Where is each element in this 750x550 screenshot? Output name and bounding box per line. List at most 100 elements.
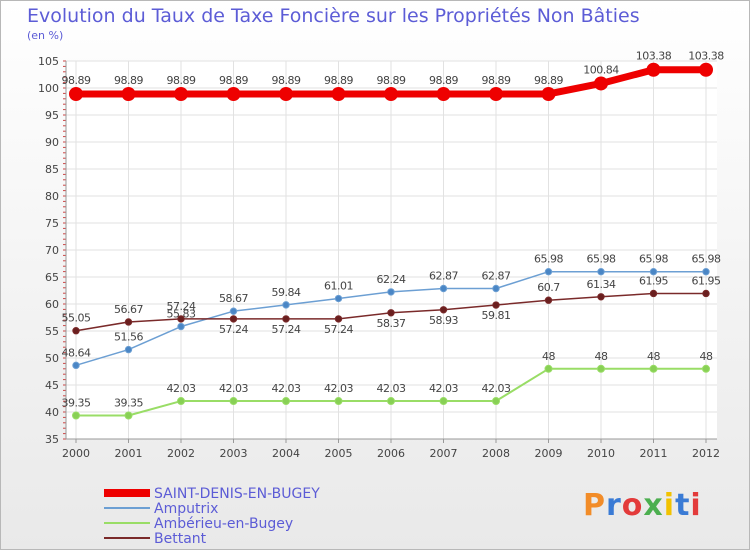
data-label: 62.87 [429, 270, 458, 283]
data-label: 57.24 [324, 323, 353, 336]
data-point [282, 315, 290, 323]
data-point [72, 361, 80, 370]
data-label: 48 [700, 350, 713, 363]
y-tick-label: 45 [45, 379, 59, 392]
logo-letter: t [675, 488, 691, 523]
chart-unit: (en %) [27, 29, 64, 42]
data-point [492, 284, 500, 293]
y-tick-label: 40 [45, 406, 59, 419]
y-tick-label: 85 [45, 163, 59, 176]
data-label: 98.89 [62, 74, 91, 87]
data-point [544, 296, 553, 304]
data-label: 65.98 [534, 253, 563, 266]
data-point [72, 327, 80, 335]
data-point [436, 86, 451, 101]
data-label: 42.03 [219, 382, 248, 395]
data-point [387, 397, 395, 406]
data-label: 100.84 [583, 63, 619, 76]
data-point [646, 62, 661, 77]
data-label: 98.89 [272, 74, 301, 87]
y-tick-label: 65 [45, 271, 59, 284]
data-point [702, 268, 710, 276]
y-tick-label: 50 [45, 352, 59, 365]
data-point [544, 364, 553, 373]
logo-letter: P [583, 488, 606, 523]
data-point [226, 86, 241, 101]
logo-letter: o [621, 488, 644, 523]
data-label: 103.38 [688, 50, 724, 63]
data-point [69, 86, 83, 101]
x-tick-label: 2012 [692, 447, 720, 460]
data-point [121, 86, 136, 101]
y-tick-label: 80 [45, 190, 59, 203]
data-point [594, 76, 608, 91]
y-tick-label: 100 [38, 82, 59, 95]
data-point [282, 301, 290, 309]
x-tick-label: 2007 [430, 447, 458, 460]
legend-label: Amputrix [154, 501, 218, 517]
data-label: 57.24 [167, 300, 196, 313]
x-tick-label: 2003 [220, 447, 248, 460]
data-label: 42.03 [324, 382, 353, 395]
data-point [279, 86, 293, 101]
y-tick-label: 90 [45, 136, 59, 149]
data-label: 39.35 [62, 397, 91, 410]
data-label: 55.83 [167, 308, 196, 321]
data-point [492, 301, 500, 309]
data-label: 98.89 [114, 74, 143, 87]
data-label: 65.98 [587, 253, 616, 266]
data-label: 59.84 [272, 286, 301, 299]
data-label: 57.24 [272, 323, 301, 336]
data-label: 61.01 [324, 280, 353, 293]
data-label: 61.34 [587, 278, 616, 291]
y-tick-label: 105 [38, 55, 59, 68]
data-label: 98.89 [324, 74, 353, 87]
x-tick-label: 2000 [62, 447, 90, 460]
data-point [649, 268, 658, 276]
logo-letter: i [690, 488, 702, 523]
x-tick-label: 2005 [325, 447, 353, 460]
data-point [177, 322, 185, 331]
data-point [439, 306, 448, 314]
data-point [72, 411, 80, 420]
data-label: 61.95 [692, 274, 721, 287]
data-point [331, 86, 346, 101]
data-label: 42.03 [377, 382, 406, 395]
chart-title: Evolution du Taux de Taxe Foncière sur l… [27, 5, 640, 27]
data-label: 62.24 [377, 273, 406, 286]
data-point [124, 345, 133, 354]
data-point [597, 293, 605, 301]
data-point [649, 289, 658, 298]
data-point [702, 289, 710, 298]
data-point [597, 364, 605, 373]
data-label: 58.37 [377, 317, 406, 330]
logo-letter: r [606, 488, 622, 523]
x-tick-label: 2006 [377, 447, 405, 460]
data-point [334, 397, 343, 406]
data-point [124, 318, 133, 326]
data-point [334, 294, 343, 303]
y-tick-label: 55 [45, 325, 59, 338]
x-tick-label: 2011 [640, 447, 668, 460]
data-point [439, 284, 448, 293]
data-point [387, 309, 395, 317]
data-label: 98.89 [534, 74, 563, 87]
data-point [699, 62, 713, 77]
data-point [702, 364, 710, 373]
x-tick-label: 2008 [482, 447, 510, 460]
data-label: 56.67 [114, 303, 143, 316]
data-point [177, 397, 185, 406]
x-tick-label: 2004 [272, 447, 300, 460]
data-point [384, 86, 398, 101]
data-label: 59.81 [482, 309, 511, 322]
x-tick-label: 2010 [587, 447, 615, 460]
data-label: 48.64 [62, 346, 91, 359]
logo-letter: i [663, 488, 676, 523]
legend-label: SAINT-DENIS-EN-BUGEY [154, 486, 320, 502]
y-tick-label: 95 [45, 109, 59, 122]
data-point [649, 364, 658, 373]
data-label: 98.89 [429, 74, 458, 87]
data-label: 58.67 [219, 292, 248, 305]
legend-label: Bettant [154, 531, 207, 547]
